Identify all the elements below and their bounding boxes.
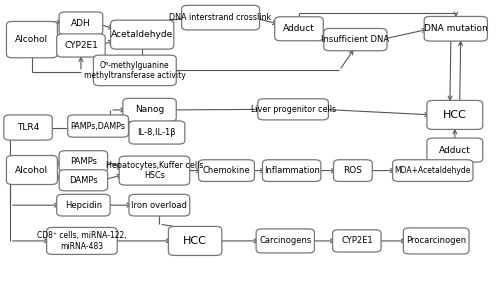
- FancyBboxPatch shape: [123, 98, 176, 121]
- FancyBboxPatch shape: [332, 230, 381, 252]
- FancyBboxPatch shape: [129, 194, 190, 216]
- FancyBboxPatch shape: [198, 160, 254, 181]
- Text: DNA mutation: DNA mutation: [424, 24, 488, 33]
- FancyBboxPatch shape: [168, 226, 222, 255]
- FancyBboxPatch shape: [4, 115, 52, 140]
- Text: Hepcidin: Hepcidin: [65, 201, 102, 210]
- Text: O⁶-methylguanine
methyltransferase activity: O⁶-methylguanine methyltransferase activ…: [84, 61, 186, 80]
- Text: Adduct: Adduct: [283, 24, 315, 33]
- Text: Chemokine: Chemokine: [202, 166, 250, 175]
- Text: MDA+Acetaldehyde: MDA+Acetaldehyde: [394, 166, 471, 175]
- Text: Acetaldehyde: Acetaldehyde: [111, 30, 174, 39]
- Text: CD8⁺ cells, miRNA-122,
miRNA-483: CD8⁺ cells, miRNA-122, miRNA-483: [37, 231, 126, 251]
- FancyBboxPatch shape: [324, 28, 387, 51]
- Text: ROS: ROS: [344, 166, 362, 175]
- FancyBboxPatch shape: [262, 160, 321, 181]
- FancyBboxPatch shape: [392, 160, 473, 181]
- FancyBboxPatch shape: [427, 100, 483, 129]
- Text: Alcohol: Alcohol: [16, 35, 48, 44]
- Text: HCC: HCC: [443, 110, 467, 120]
- Text: PAMPs,DAMPs: PAMPs,DAMPs: [70, 122, 126, 131]
- FancyBboxPatch shape: [182, 5, 260, 30]
- FancyBboxPatch shape: [46, 228, 117, 254]
- FancyBboxPatch shape: [6, 22, 58, 58]
- FancyBboxPatch shape: [334, 160, 372, 181]
- Text: HCC: HCC: [183, 236, 207, 246]
- FancyBboxPatch shape: [119, 156, 190, 185]
- Text: CYP2E1: CYP2E1: [64, 41, 98, 50]
- Text: Hepatocytes,Kuffer cells
HSCs: Hepatocytes,Kuffer cells HSCs: [106, 161, 203, 180]
- FancyBboxPatch shape: [129, 121, 185, 144]
- Text: CYP2E1: CYP2E1: [341, 237, 372, 245]
- FancyBboxPatch shape: [274, 17, 324, 41]
- FancyBboxPatch shape: [68, 115, 128, 137]
- FancyBboxPatch shape: [256, 229, 314, 253]
- Text: TLR4: TLR4: [17, 123, 39, 132]
- FancyBboxPatch shape: [59, 170, 108, 191]
- FancyBboxPatch shape: [56, 194, 110, 216]
- Text: Liver progenitor cells: Liver progenitor cells: [250, 105, 336, 114]
- Text: Iron overload: Iron overload: [132, 201, 188, 210]
- Text: Nanog: Nanog: [135, 106, 164, 115]
- FancyBboxPatch shape: [427, 138, 483, 162]
- Text: Procarcinogen: Procarcinogen: [406, 237, 466, 245]
- Text: Adduct: Adduct: [439, 146, 471, 155]
- Text: Alcohol: Alcohol: [16, 166, 48, 175]
- FancyBboxPatch shape: [404, 228, 469, 254]
- Text: PAMPs: PAMPs: [70, 157, 97, 166]
- FancyBboxPatch shape: [59, 151, 108, 172]
- FancyBboxPatch shape: [424, 16, 488, 41]
- Text: IL-8,IL-1β: IL-8,IL-1β: [138, 128, 176, 137]
- FancyBboxPatch shape: [94, 55, 176, 86]
- Text: Insufficient DNA: Insufficient DNA: [322, 35, 390, 44]
- Text: DNA interstrand crosslink: DNA interstrand crosslink: [170, 13, 272, 22]
- Text: Carcinogens: Carcinogens: [259, 237, 312, 245]
- FancyBboxPatch shape: [59, 12, 103, 35]
- Text: Inflammation: Inflammation: [264, 166, 320, 175]
- FancyBboxPatch shape: [110, 20, 174, 49]
- Text: ADH: ADH: [71, 19, 91, 28]
- FancyBboxPatch shape: [6, 155, 58, 184]
- FancyBboxPatch shape: [56, 34, 105, 57]
- FancyBboxPatch shape: [258, 99, 328, 120]
- Text: DAMPs: DAMPs: [69, 176, 98, 185]
